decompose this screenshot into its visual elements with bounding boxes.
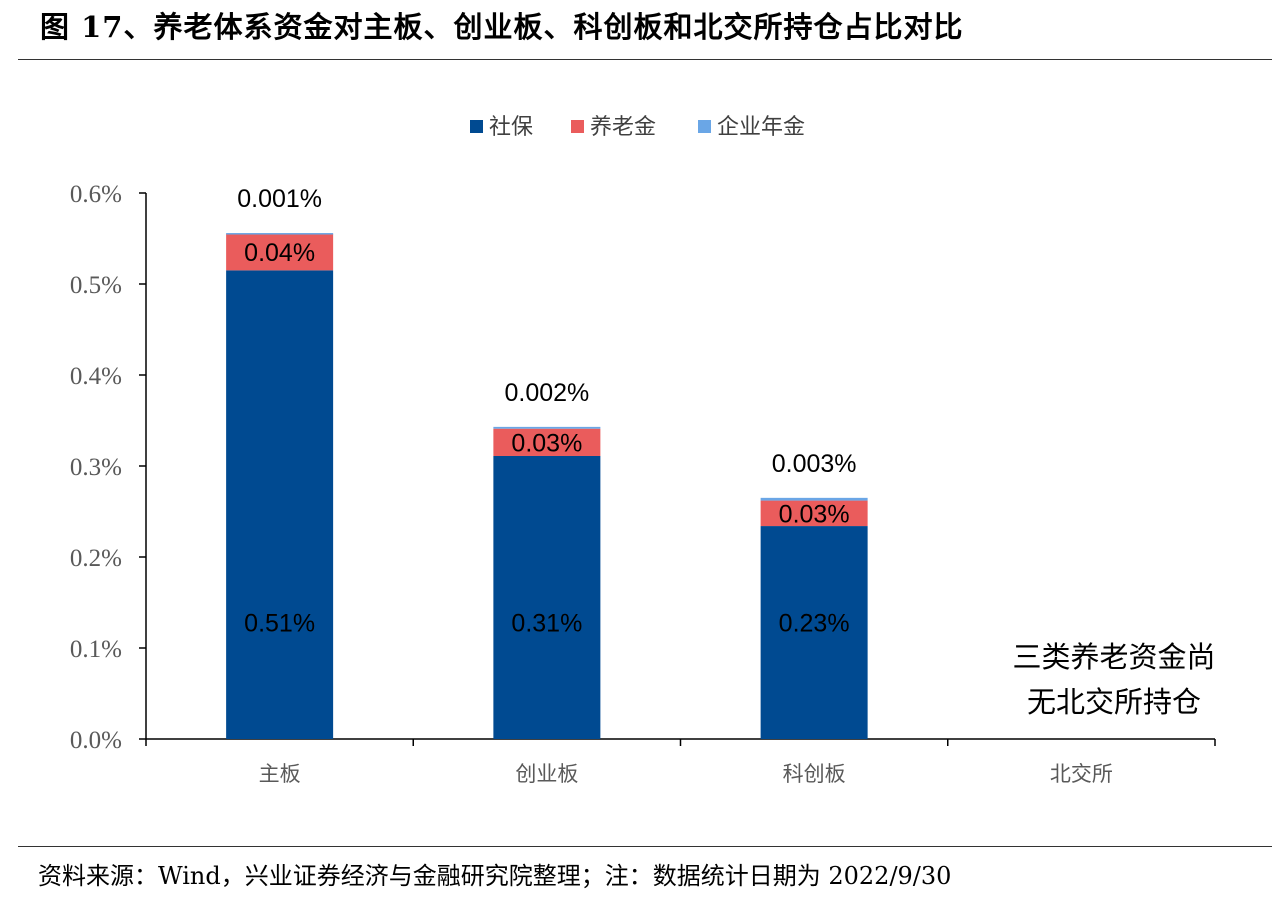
x-tick-label: 主板 — [259, 762, 301, 786]
y-tick-label: 0.5% — [70, 272, 122, 299]
bar-segment — [760, 500, 868, 527]
data-label: 0.04% — [244, 239, 315, 267]
bar-segment — [493, 426, 601, 429]
bar-segment — [760, 497, 868, 501]
x-tick-label: 科创板 — [783, 762, 846, 786]
y-tick-label: 0.2% — [70, 545, 122, 572]
bar-segment — [226, 270, 334, 739]
bar-segment — [226, 233, 334, 271]
y-tick-label: 0.1% — [70, 636, 122, 663]
legend-swatch — [698, 120, 711, 133]
data-label: 0.001% — [237, 185, 322, 213]
bar-segment — [760, 526, 868, 739]
source-note: 资料来源：Wind，兴业证券经济与金融研究院整理；注：数据统计日期为 2022/… — [38, 862, 952, 890]
chart-title: 图 17、养老体系资金对主板、创业板、科创板和北交所持仓占比对比 — [40, 10, 964, 44]
x-tick-label: 创业板 — [515, 762, 578, 786]
legend-label: 养老金 — [590, 115, 656, 140]
stacked-bar-chart: 社保 养老金 企业年金 0.0% 0.1% 0.2% 0.3% 0.4% 0.5% 0.6% 主… — [70, 115, 1216, 786]
data-label: 0.03% — [779, 500, 850, 528]
y-tick-label: 0.4% — [70, 363, 122, 390]
data-label: 0.03% — [511, 429, 582, 457]
legend-swatch — [571, 120, 584, 133]
data-label: 0.51% — [244, 609, 315, 637]
legend-label: 企业年金 — [717, 115, 805, 140]
legend-swatch — [470, 120, 483, 133]
y-tick-label: 0.6% — [70, 181, 122, 208]
legend-label: 社保 — [489, 115, 533, 140]
x-axis: 主板 创业板 科创板 北交所 — [145, 738, 1216, 786]
data-labels: 0.51% 0.04% 0.001% 0.31% 0.03% 0.002% 0.23% 0.0… — [237, 185, 856, 637]
y-tick-label: 0.3% — [70, 454, 122, 481]
data-label: 0.23% — [779, 609, 850, 637]
y-tick-label: 0.0% — [70, 727, 122, 754]
data-label: 0.003% — [772, 450, 857, 478]
source-divider — [18, 846, 1272, 847]
legend: 社保 养老金 企业年金 — [470, 115, 805, 140]
bar-segment — [493, 455, 601, 739]
annotation-line: 三类养老资金尚 — [1012, 640, 1215, 674]
data-label: 0.002% — [504, 379, 589, 407]
bar-segment — [493, 428, 601, 456]
y-axis: 0.0% 0.1% 0.2% 0.3% 0.4% 0.5% 0.6% — [70, 181, 147, 754]
data-label: 0.31% — [511, 609, 582, 637]
x-tick-label: 北交所 — [1050, 762, 1113, 786]
bar-segment — [226, 233, 334, 235]
title-divider — [18, 59, 1272, 60]
bars — [226, 233, 868, 739]
annotation-line: 无北交所持仓 — [1027, 685, 1201, 719]
